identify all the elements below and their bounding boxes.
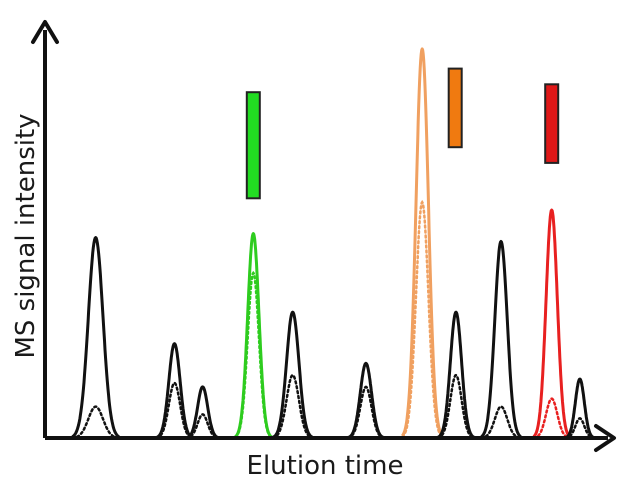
peak-5 [271,310,314,439]
tag-marker-3 [544,83,560,164]
y-axis-label: MS signal intensity [11,113,41,358]
peak-series-group [70,47,596,440]
peak-6-dotted-trace [346,385,386,439]
peak-11 [564,377,596,440]
peak-10 [532,208,571,438]
tag-marker-1 [245,91,261,200]
x-axis-label: Elution time [247,451,404,481]
peak-4 [234,232,273,438]
peak-7 [401,47,444,437]
peak-1-dotted-trace [70,405,121,440]
peak-7-dotted-trace [401,199,444,438]
tag-marker-2 [447,67,463,149]
peak-2-dotted-trace [155,381,194,439]
peak-11-dotted-trace [564,417,596,440]
peak-6 [346,361,385,439]
peak-3 [185,385,220,440]
tag-marker-group [245,67,560,200]
peak-9-dotted-trace [479,405,523,440]
peak-1 [71,236,120,439]
peak-2 [155,342,194,439]
x-axis-arrow [594,424,616,452]
peak-4-dotted-trace [234,270,273,439]
peak-8-dotted-trace [436,373,476,439]
peak-3-dotted-trace [185,413,221,440]
peak-5-dotted-trace [271,373,314,439]
peak-9 [480,240,522,439]
peak-8 [436,310,476,439]
y-axis-arrow [31,20,59,44]
peak-10-dotted-trace [532,397,571,440]
